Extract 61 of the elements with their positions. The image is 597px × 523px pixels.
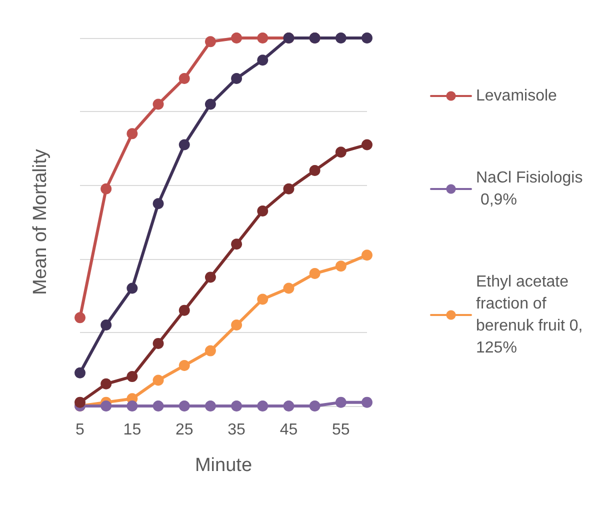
x-tick-label: 25 bbox=[175, 422, 194, 438]
y-axis-title: Mean of Mortality bbox=[30, 148, 51, 295]
point bbox=[178, 304, 190, 316]
point bbox=[362, 250, 372, 261]
x-tick-label: 55 bbox=[332, 422, 350, 438]
point bbox=[362, 396, 372, 408]
point bbox=[74, 367, 86, 378]
legend-label: Ethyl acetate fraction of berenuk fruit 0,125% bbox=[476, 274, 583, 356]
point bbox=[257, 32, 268, 44]
point bbox=[100, 183, 112, 194]
point bbox=[257, 400, 268, 412]
point bbox=[152, 374, 164, 386]
point bbox=[362, 32, 372, 44]
point bbox=[152, 338, 164, 349]
point bbox=[178, 360, 190, 372]
point bbox=[309, 400, 320, 412]
point bbox=[257, 294, 268, 305]
point bbox=[309, 268, 320, 280]
point bbox=[283, 400, 294, 412]
point bbox=[204, 272, 216, 283]
point bbox=[335, 146, 346, 158]
point bbox=[231, 32, 242, 44]
point bbox=[231, 400, 242, 412]
point bbox=[178, 139, 190, 150]
point bbox=[335, 396, 346, 408]
point bbox=[178, 400, 190, 412]
point bbox=[204, 98, 216, 110]
point bbox=[257, 54, 268, 66]
point bbox=[335, 32, 346, 44]
point bbox=[74, 312, 86, 324]
x-tick-label: 15 bbox=[123, 422, 142, 438]
point bbox=[283, 282, 294, 294]
x-tick-label: 35 bbox=[228, 422, 246, 438]
point bbox=[231, 320, 242, 331]
point bbox=[100, 378, 112, 390]
legend-label: Levamisole bbox=[476, 88, 558, 104]
point bbox=[335, 260, 346, 272]
point bbox=[152, 98, 164, 110]
point bbox=[126, 128, 138, 140]
point bbox=[126, 282, 138, 294]
x-tick-label: 45 bbox=[280, 422, 298, 438]
point bbox=[309, 164, 320, 176]
point bbox=[257, 205, 268, 216]
point bbox=[231, 72, 242, 84]
point bbox=[204, 400, 216, 412]
point bbox=[204, 345, 216, 356]
point bbox=[362, 139, 372, 150]
point bbox=[126, 400, 138, 412]
point bbox=[100, 320, 112, 331]
point bbox=[74, 396, 86, 408]
point bbox=[126, 371, 138, 382]
point bbox=[100, 400, 112, 412]
legend-label: NaCl Fisiologis 0,9% bbox=[476, 170, 583, 208]
point bbox=[231, 238, 242, 250]
x-axis-title: Minute bbox=[194, 455, 252, 476]
point bbox=[152, 400, 164, 412]
point bbox=[152, 198, 164, 210]
point bbox=[283, 183, 294, 194]
x-tick-label: 5 bbox=[76, 422, 85, 438]
point bbox=[178, 72, 190, 84]
point bbox=[204, 36, 216, 48]
